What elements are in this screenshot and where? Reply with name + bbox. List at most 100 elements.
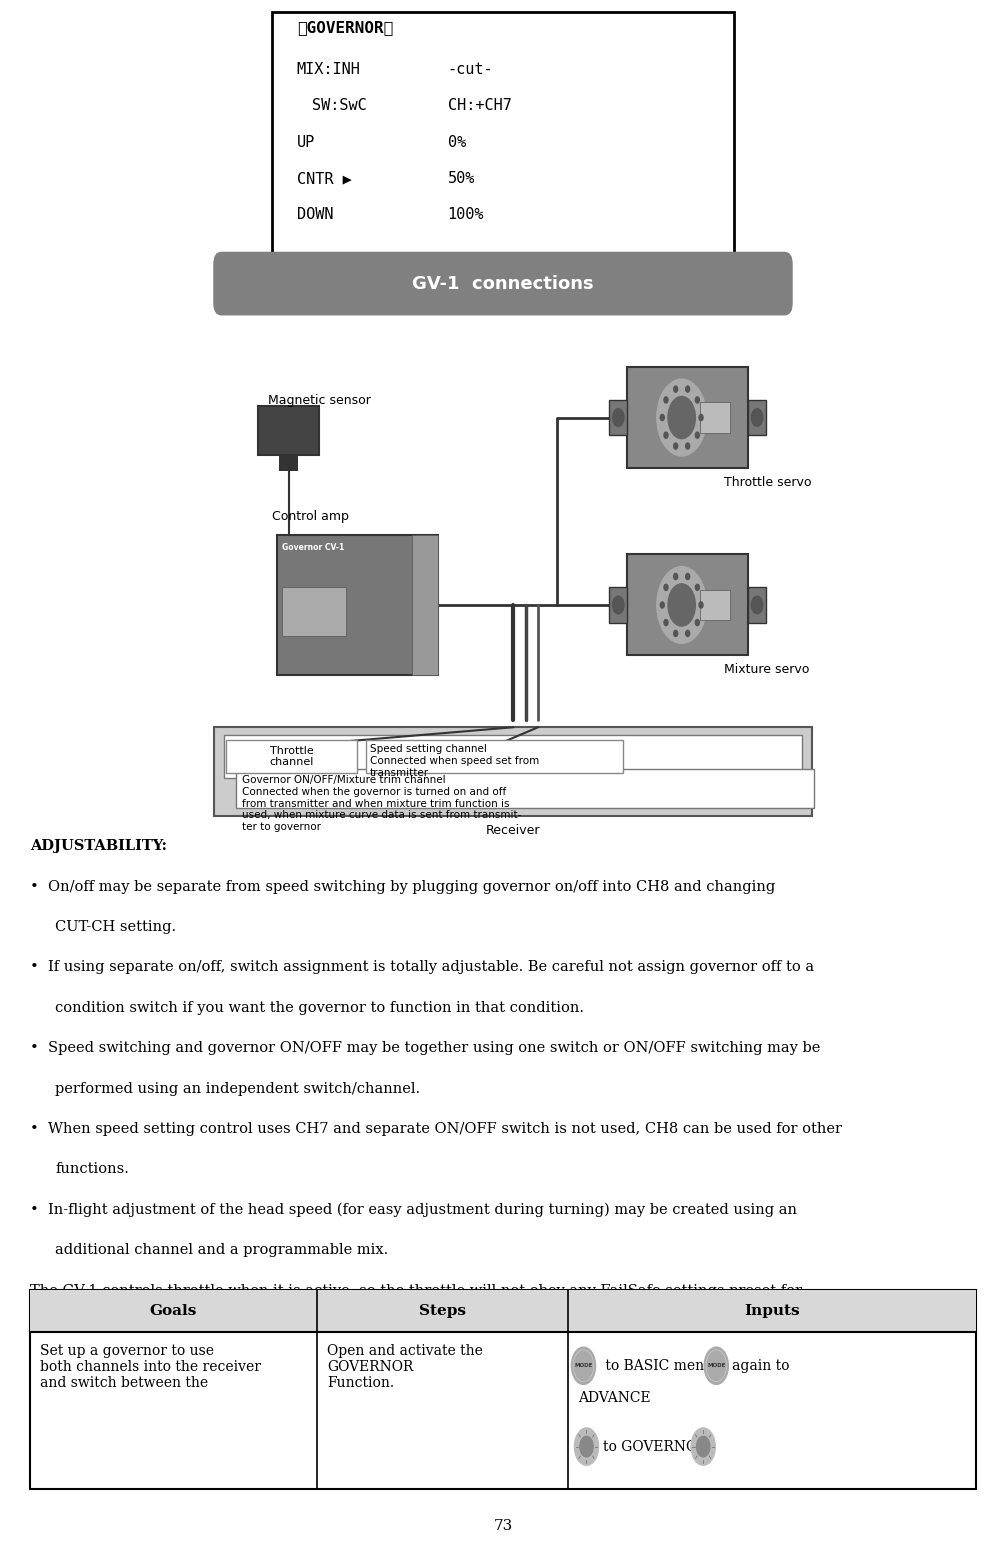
Circle shape <box>664 620 668 626</box>
Bar <box>272 12 734 253</box>
Text: Throttle
channel: Throttle channel <box>270 746 314 768</box>
Text: Open and activate the
GOVERNOR
Function.: Open and activate the GOVERNOR Function. <box>327 1344 483 1391</box>
Circle shape <box>699 415 703 421</box>
Text: •  In-flight adjustment of the head speed (for easy adjustment during turning) m: • In-flight adjustment of the head speed… <box>30 1203 797 1217</box>
Text: to GOVERNOR: to GOVERNOR <box>603 1439 707 1453</box>
Circle shape <box>657 567 706 643</box>
Text: 0%: 0% <box>448 135 466 151</box>
Circle shape <box>699 601 703 608</box>
Text: CNTR ▶: CNTR ▶ <box>297 171 351 186</box>
Text: -cut-: -cut- <box>448 62 493 78</box>
Circle shape <box>579 1436 594 1456</box>
Text: Speed setting channel
Connected when speed set from
transmitter: Speed setting channel Connected when spe… <box>369 744 539 777</box>
Circle shape <box>751 409 763 426</box>
Text: throttle in the transmitter. Always set the FailSafe setting for the GV-1's on/o: throttle in the transmitter. Always set … <box>30 1324 806 1338</box>
Circle shape <box>674 443 678 449</box>
Text: ADVANCE: ADVANCE <box>578 1391 651 1405</box>
Circle shape <box>613 597 624 614</box>
Bar <box>748 399 767 435</box>
Text: SW:SwC: SW:SwC <box>312 98 366 113</box>
Text: Control amp: Control amp <box>272 510 348 522</box>
Bar <box>277 535 438 674</box>
Text: Governor CV-1: Governor CV-1 <box>282 542 344 552</box>
Text: MIX:INH: MIX:INH <box>297 62 360 78</box>
Circle shape <box>571 1347 596 1385</box>
Text: MODE: MODE <box>574 1363 593 1368</box>
Text: Throttle servo: Throttle servo <box>724 476 812 490</box>
Bar <box>223 735 803 777</box>
Bar <box>700 591 730 620</box>
Bar <box>748 587 767 623</box>
Text: to BASIC menu,: to BASIC menu, <box>601 1358 721 1372</box>
Bar <box>282 587 346 636</box>
Text: CH:+CH7: CH:+CH7 <box>448 98 511 113</box>
Text: 50%: 50% <box>448 171 475 186</box>
Circle shape <box>674 631 678 637</box>
Text: MODE: MODE <box>707 1363 725 1368</box>
Text: Magnetic sensor: Magnetic sensor <box>269 395 371 407</box>
Text: •  When speed setting control uses CH7 and separate ON/OFF switch is not used, C: • When speed setting control uses CH7 an… <box>30 1122 842 1136</box>
Text: CUT-CH setting.: CUT-CH setting. <box>55 920 176 934</box>
Bar <box>277 57 729 98</box>
Text: GV-1  connections: GV-1 connections <box>412 275 594 292</box>
Text: DOWN: DOWN <box>297 207 333 222</box>
Text: •  If using separate on/off, switch assignment is totally adjustable. Be careful: • If using separate on/off, switch assig… <box>30 960 814 974</box>
Circle shape <box>660 601 664 608</box>
Bar <box>610 399 628 435</box>
Bar <box>30 1290 976 1489</box>
Text: Mixture servo: Mixture servo <box>724 664 809 676</box>
Circle shape <box>664 432 668 438</box>
Text: additional channel and a programmable mix.: additional channel and a programmable mi… <box>55 1243 388 1257</box>
FancyBboxPatch shape <box>213 252 793 315</box>
Text: UP: UP <box>297 135 315 151</box>
Text: •  On/off may be separate from speed switching by plugging governor on/off into : • On/off may be separate from speed swit… <box>30 880 776 894</box>
Text: Governor ON/OFF/Mixture trim channel
Connected when the governor is turned on an: Governor ON/OFF/Mixture trim channel Con… <box>241 775 521 831</box>
Circle shape <box>668 584 695 626</box>
Text: functions.: functions. <box>55 1162 129 1176</box>
Text: Inputs: Inputs <box>744 1304 800 1318</box>
Text: Receiver: Receiver <box>486 824 540 836</box>
Circle shape <box>668 396 695 438</box>
Bar <box>225 740 357 772</box>
Circle shape <box>695 584 699 591</box>
Text: 100%: 100% <box>448 207 484 222</box>
Circle shape <box>691 1428 715 1465</box>
Text: the governor is shut off and the throttle obeys the FailSafe throttle commands.: the governor is shut off and the throttl… <box>30 1364 617 1378</box>
Bar <box>235 769 815 808</box>
Text: 【GOVERNOR】: 【GOVERNOR】 <box>297 20 393 36</box>
Text: ADJUSTABILITY:: ADJUSTABILITY: <box>30 839 167 853</box>
Bar <box>628 367 748 468</box>
Text: again to: again to <box>732 1358 790 1372</box>
Circle shape <box>674 573 678 580</box>
Bar <box>30 1290 976 1332</box>
Circle shape <box>686 443 690 449</box>
Circle shape <box>695 432 699 438</box>
Bar <box>365 740 623 772</box>
Bar <box>277 93 729 134</box>
Text: performed using an independent switch/channel.: performed using an independent switch/ch… <box>55 1082 421 1096</box>
Text: condition switch if you want the governor to function in that condition.: condition switch if you want the governo… <box>55 1001 584 1015</box>
Text: Steps: Steps <box>420 1304 466 1318</box>
Circle shape <box>695 620 699 626</box>
Circle shape <box>686 573 690 580</box>
Text: •  Speed switching and governor ON/OFF may be together using one switch or ON/OF: • Speed switching and governor ON/OFF ma… <box>30 1041 821 1055</box>
Circle shape <box>686 631 690 637</box>
Bar <box>610 587 628 623</box>
Circle shape <box>660 415 664 421</box>
Bar <box>628 555 748 656</box>
Text: The GV-1 controls throttle when it is active, so the throttle will not obey any : The GV-1 controls throttle when it is ac… <box>30 1284 802 1298</box>
Circle shape <box>657 379 706 455</box>
Text: Set up a governor to use
both channels into the receiver
and switch between the: Set up a governor to use both channels i… <box>40 1344 262 1391</box>
Circle shape <box>613 409 624 426</box>
Bar <box>213 727 813 816</box>
Circle shape <box>674 385 678 392</box>
Bar <box>280 455 298 471</box>
Circle shape <box>664 584 668 591</box>
Circle shape <box>704 1347 728 1385</box>
Bar <box>412 535 438 674</box>
Circle shape <box>695 396 699 402</box>
Text: Goals: Goals <box>150 1304 197 1318</box>
Bar <box>700 402 730 432</box>
Circle shape <box>574 1428 599 1465</box>
Circle shape <box>696 1436 710 1456</box>
